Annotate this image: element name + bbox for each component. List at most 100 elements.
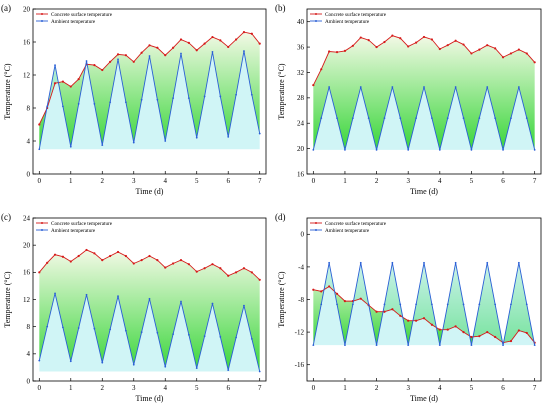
data-point-surface (101, 68, 104, 72)
data-point-ambient (399, 117, 402, 120)
data-point-surface (383, 40, 386, 44)
data-point-surface (509, 339, 513, 343)
y-tick-label: 20 (23, 242, 31, 250)
data-point-ambient (438, 148, 441, 151)
data-point-ambient (93, 327, 96, 330)
data-point-surface (85, 248, 88, 252)
data-point-ambient (367, 117, 370, 120)
x-tick-label: 7 (258, 384, 262, 392)
y-tick-label: 28 (297, 94, 305, 102)
y-tick-label: 40 (297, 18, 305, 26)
y-tick-label: 32 (297, 69, 305, 77)
legend-swatch-marker (41, 13, 43, 15)
legend-label: Concrete surface temperature (325, 220, 387, 227)
x-tick-label: 6 (501, 384, 505, 392)
y-tick-label: 16 (23, 38, 31, 46)
y-tick-label: 24 (297, 120, 305, 128)
data-point-surface (179, 259, 183, 262)
data-point-surface (140, 259, 143, 262)
data-point-surface (203, 42, 206, 45)
x-tick-label: 7 (533, 384, 537, 392)
data-point-ambient (187, 333, 190, 336)
data-point-ambient (431, 117, 433, 120)
data-point-surface (195, 49, 198, 52)
plot-frame (32, 8, 267, 175)
data-point-surface (148, 254, 151, 258)
data-point-surface (320, 290, 323, 293)
data-point-surface (250, 271, 253, 274)
data-point-surface (242, 30, 246, 34)
data-point-surface (234, 271, 238, 274)
data-point-ambient (180, 52, 182, 55)
data-point-surface (211, 263, 214, 266)
data-point-ambient (180, 300, 182, 303)
data-point-ambient (344, 148, 346, 151)
legend-label: Concrete surface temperature (325, 11, 387, 18)
data-point-surface (69, 260, 72, 263)
legend-label: Concrete surface temperature (51, 11, 113, 18)
data-point-ambient (101, 361, 104, 364)
data-point-ambient (109, 328, 112, 331)
data-point-ambient (328, 261, 331, 264)
data-point-surface (375, 45, 378, 49)
y-tick-label: -8 (298, 296, 304, 304)
data-point-surface (203, 267, 206, 270)
data-point-surface (343, 300, 347, 303)
data-point-ambient (351, 303, 354, 306)
legend-swatch-marker (41, 229, 43, 231)
data-point-surface (399, 314, 402, 317)
data-point-ambient (533, 344, 536, 347)
data-point-surface (525, 52, 528, 55)
data-point-ambient (344, 344, 346, 347)
y-tick-label: 24 (23, 214, 31, 222)
data-point-ambient (93, 102, 96, 105)
data-point-ambient (454, 261, 457, 264)
data-point-ambient (203, 335, 206, 338)
data-point-ambient (235, 93, 237, 96)
x-tick-label: 5 (195, 177, 199, 185)
data-point-surface (242, 267, 246, 270)
data-point-surface (391, 34, 394, 37)
data-point-surface (164, 266, 167, 269)
data-point-surface (438, 328, 441, 331)
x-tick-label: 4 (438, 177, 442, 185)
y-tick-label: 4 (27, 350, 31, 358)
data-point-ambient (359, 261, 362, 264)
data-point-ambient (517, 261, 520, 264)
data-point-surface (328, 285, 331, 288)
data-point-surface (454, 39, 457, 42)
legend-swatch-marker (315, 13, 317, 15)
data-point-surface (61, 80, 65, 83)
data-point-surface (486, 44, 489, 47)
data-point-surface (116, 53, 120, 56)
ambient-shade (313, 87, 535, 150)
ambient-shade (39, 293, 260, 372)
legend-swatch-marker (41, 20, 43, 22)
data-point-ambient (77, 327, 80, 329)
y-axis-label: Temperature (°C) (277, 271, 286, 328)
data-point-surface (93, 64, 96, 67)
plot-frame (306, 8, 542, 175)
data-point-ambient (85, 60, 88, 62)
panel-label: (d) (275, 212, 286, 222)
data-point-ambient (211, 51, 214, 53)
data-point-ambient (258, 132, 261, 135)
data-point-surface (132, 60, 135, 63)
data-point-surface (116, 250, 120, 254)
data-point-surface (312, 288, 315, 291)
data-point-surface (509, 52, 513, 55)
data-point-ambient (243, 304, 245, 307)
legend-label: Ambient temperature (51, 19, 96, 25)
data-point-surface (430, 323, 434, 326)
x-tick-label: 2 (375, 177, 379, 185)
data-point-ambient (383, 117, 386, 120)
data-point-ambient (399, 303, 402, 306)
data-point-surface (407, 319, 410, 322)
data-point-ambient (391, 86, 394, 88)
data-point-surface (335, 51, 339, 54)
data-point-ambient (38, 148, 41, 151)
panel-label: (c) (1, 212, 11, 222)
